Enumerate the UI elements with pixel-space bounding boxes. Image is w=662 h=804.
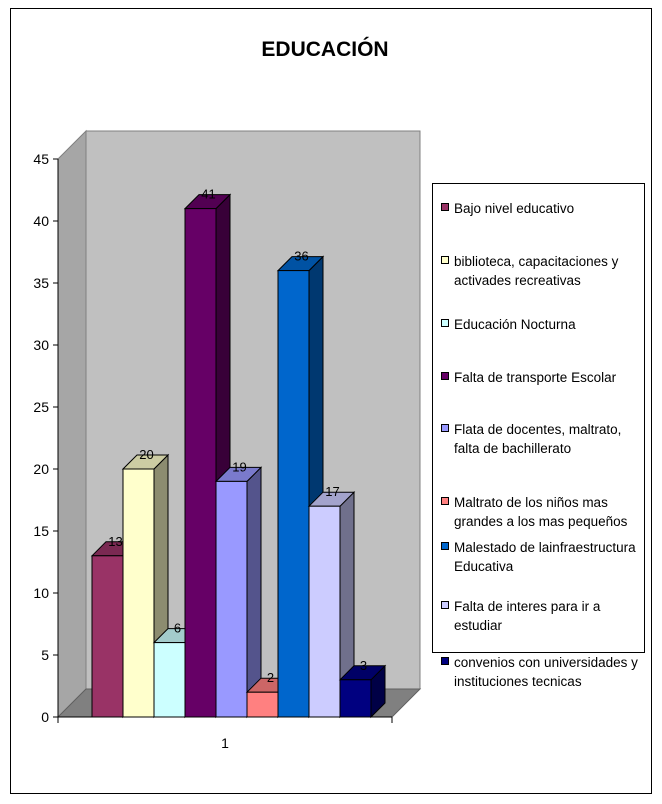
- legend-label: biblioteca, capacitaciones y activades r…: [454, 254, 619, 288]
- data-label: 13: [108, 534, 122, 549]
- legend-item: Maltrato de los niños mas grandes a los …: [441, 493, 641, 531]
- legend-label: Malestado de lainfraestructura Educativa: [454, 540, 636, 574]
- legend-label: Flata de docentes, maltrato, falta de ba…: [454, 422, 622, 456]
- legend-label: Maltrato de los niños mas grandes a los …: [454, 495, 628, 529]
- bar-front: [153, 642, 186, 718]
- legend-item: Falta de interes para ir a estudiar: [441, 597, 641, 635]
- bar: [307, 490, 356, 719]
- y-axis: 0 5 10 15 20 25 30 35 40 45: [33, 151, 59, 725]
- legend-swatch: [441, 203, 449, 211]
- legend-swatch: [441, 319, 449, 327]
- x-tick-label: 1: [221, 735, 229, 751]
- bar-front: [246, 691, 279, 718]
- bar-front: [184, 208, 217, 718]
- legend-item: Malestado de lainfraestructura Educativa: [441, 538, 641, 576]
- legend-item: Bajo nivel educativo: [441, 199, 641, 218]
- y-tick-label: 20: [33, 461, 49, 477]
- legend-label: Falta de interes para ir a estudiar: [454, 599, 601, 633]
- legend-swatch: [441, 372, 449, 380]
- data-label: 6: [174, 621, 181, 636]
- legend-swatch: [441, 601, 449, 609]
- legend-swatch: [441, 657, 449, 665]
- bar: [214, 466, 263, 719]
- bar: [121, 453, 170, 719]
- legend-swatch: [441, 424, 449, 432]
- bar-front: [215, 480, 248, 718]
- bar: [338, 664, 387, 719]
- y-tick-label: 30: [33, 337, 49, 353]
- legend-label: convenios con universidades y institucio…: [454, 655, 638, 689]
- legend: Bajo nivel educativo biblioteca, capacita…: [432, 183, 645, 689]
- data-label: 19: [232, 459, 246, 474]
- bar-front: [339, 679, 372, 718]
- y-tick-label: 45: [33, 151, 49, 167]
- y-tick-label: 5: [41, 647, 49, 663]
- y-tick-label: 35: [33, 275, 49, 291]
- bars: 13 20 6 41 19 2 36 17 3: [90, 187, 387, 719]
- x-axis: 1: [57, 716, 393, 751]
- chart-title: EDUCACIÓN: [261, 37, 388, 61]
- bar-side: [246, 466, 262, 719]
- data-label: 41: [201, 187, 215, 202]
- legend-label: Falta de transporte Escolar: [454, 370, 617, 385]
- data-label: 3: [360, 658, 367, 673]
- data-label: 17: [325, 484, 339, 499]
- legend-label: Bajo nivel educativo: [454, 201, 575, 216]
- side-wall: [57, 129, 87, 719]
- legend-item: biblioteca, capacitaciones y activades r…: [441, 252, 641, 290]
- legend-item: Educación Nocturna: [441, 315, 641, 334]
- legend-item: convenios con universidades y institucio…: [441, 653, 641, 691]
- y-tick-label: 15: [33, 523, 49, 539]
- data-label: 20: [139, 447, 153, 462]
- legend-item: Falta de transporte Escolar: [441, 368, 641, 387]
- data-label: 36: [294, 249, 308, 264]
- legend-swatch: [441, 542, 449, 550]
- y-tick-label: 0: [41, 709, 49, 725]
- bar-front: [122, 468, 155, 718]
- legend-label: Educación Nocturna: [454, 317, 576, 332]
- y-tick-label: 40: [33, 213, 49, 229]
- bar-front: [277, 270, 310, 718]
- y-tick-label: 10: [33, 585, 49, 601]
- data-label: 2: [267, 670, 274, 685]
- legend-swatch: [441, 497, 449, 505]
- y-tick-label: 25: [33, 399, 49, 415]
- bar-front: [308, 505, 341, 718]
- legend-swatch: [441, 256, 449, 264]
- legend-item: Flata de docentes, maltrato, falta de ba…: [441, 420, 641, 458]
- bar-front: [91, 555, 124, 718]
